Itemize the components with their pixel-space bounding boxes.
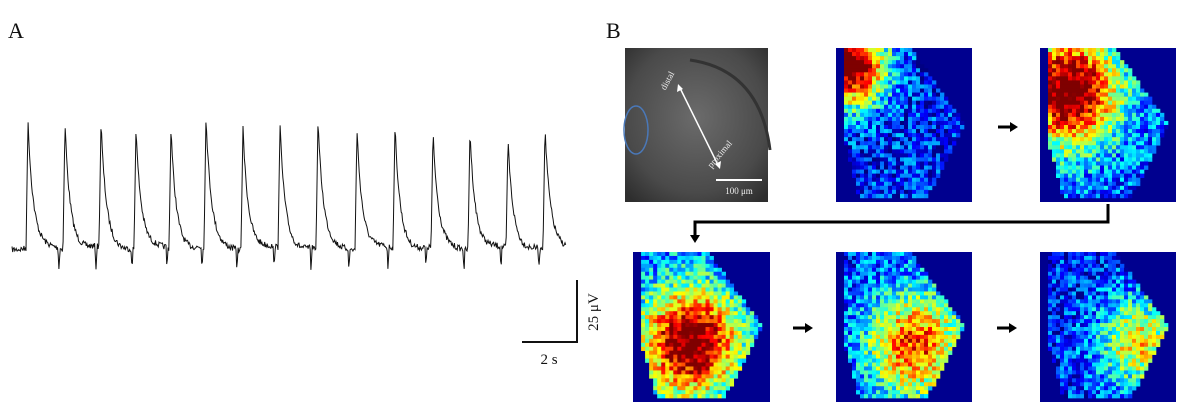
- scale-label: 2 s: [540, 352, 557, 368]
- activation-map: [836, 48, 972, 202]
- panel-label: A: [8, 18, 24, 43]
- micrograph: [624, 48, 770, 202]
- scale-label: 100 μm: [725, 186, 753, 196]
- voltage-trace: [12, 122, 566, 269]
- scale-bar: [522, 280, 578, 343]
- activation-map: [1040, 252, 1176, 402]
- panel-label: B: [606, 18, 621, 43]
- scale-label: 25 μV: [586, 293, 602, 331]
- activation-map: [836, 252, 972, 402]
- activation-map: [1040, 48, 1176, 202]
- activation-map: [633, 252, 770, 402]
